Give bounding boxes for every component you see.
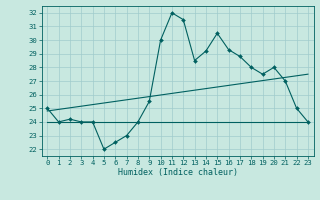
X-axis label: Humidex (Indice chaleur): Humidex (Indice chaleur)	[118, 168, 237, 177]
